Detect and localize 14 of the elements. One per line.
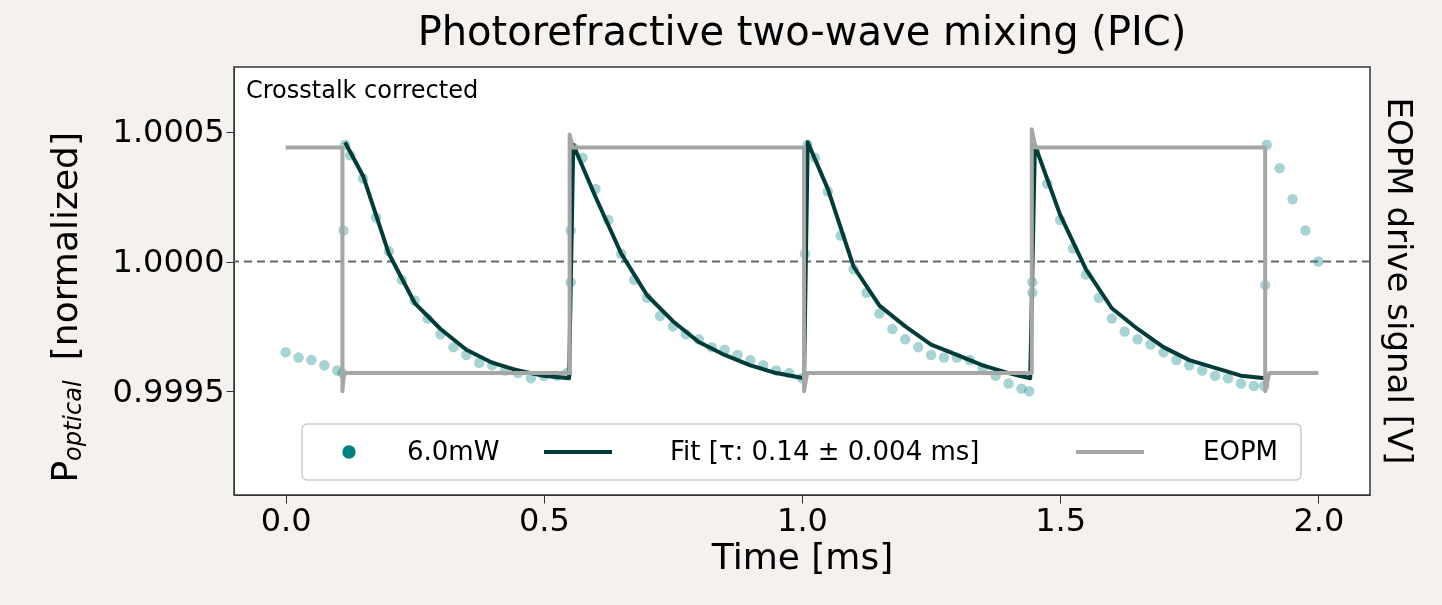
- x-tick-label: 0.0: [260, 500, 312, 539]
- legend-label: 6.0mW: [407, 436, 500, 466]
- x-tick-label: 0.5: [518, 500, 570, 539]
- chart-title: Photorefractive two-wave mixing (PIC): [417, 8, 1187, 54]
- y-tick-label: 1.0000: [112, 242, 225, 281]
- y2-axis-title: EOPM drive signal [V]: [1380, 97, 1420, 465]
- x-tick-label: 1.5: [1035, 500, 1087, 539]
- x-tick-label: 2.0: [1293, 500, 1345, 539]
- y-axis-title: Poptical [normalized]: [44, 132, 87, 483]
- y-tick-label: 0.9995: [112, 371, 225, 410]
- annotation: Crosstalk corrected: [246, 76, 479, 104]
- legend-label: EOPM: [1203, 436, 1279, 466]
- y-tick-label: 1.0005: [112, 112, 225, 151]
- legend-label: Fit [τ: 0.14 ± 0.004 ms]: [670, 436, 980, 466]
